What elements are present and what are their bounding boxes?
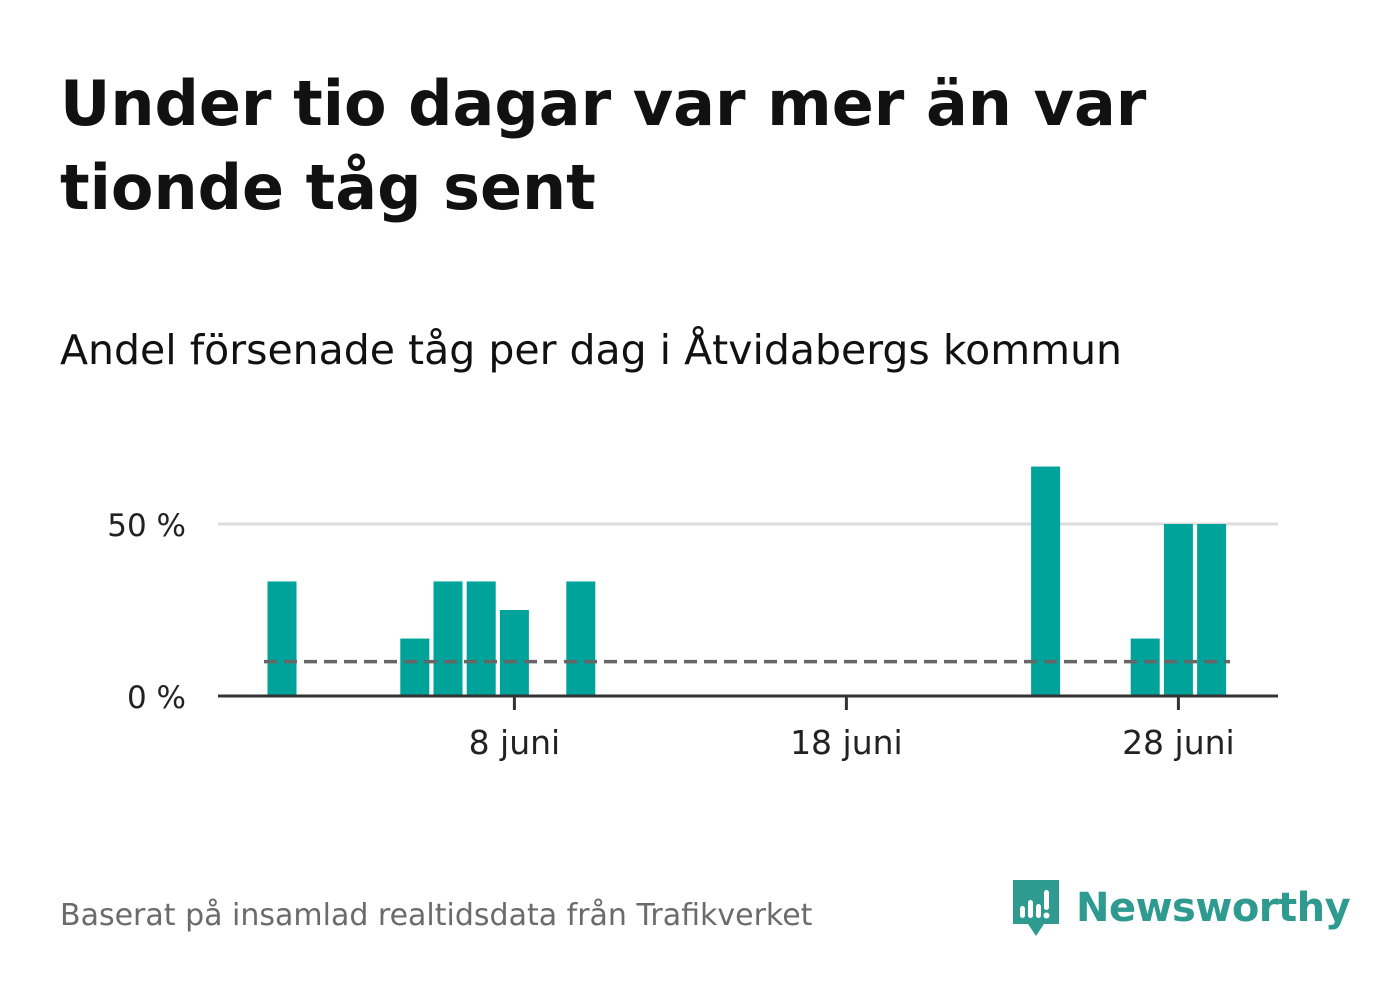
- bar: [499, 610, 529, 696]
- bar: [1197, 524, 1227, 696]
- x-tick-label: 28 juni: [1122, 723, 1235, 762]
- bar-chart-speech-bubble-icon: [1013, 880, 1059, 936]
- brand-logo: Newsworthy: [1010, 878, 1351, 938]
- brand-name: Newsworthy: [1076, 885, 1351, 931]
- bar: [1031, 466, 1061, 696]
- bar: [400, 638, 430, 696]
- x-tick-label: 18 juni: [790, 723, 903, 762]
- bar: [566, 581, 596, 696]
- y-tick-label: 50 %: [107, 508, 186, 544]
- chart-subtitle: Andel försenade tåg per dag i Åtvidaberg…: [60, 326, 1123, 374]
- bar: [466, 581, 496, 696]
- bar: [1130, 638, 1160, 696]
- bar: [1163, 524, 1193, 696]
- x-tick-label: 8 juni: [469, 723, 561, 762]
- bar: [267, 581, 297, 696]
- chart-title: Under tio dagar var mer än var tionde tå…: [60, 67, 1147, 224]
- bar: [433, 581, 463, 696]
- y-tick-label: 0 %: [127, 680, 186, 716]
- source-note: Baserat på insamlad realtidsdata från Tr…: [60, 898, 813, 933]
- bar-chart: 0 % 50 % 8 juni 18 juni 28 juni: [107, 466, 1278, 762]
